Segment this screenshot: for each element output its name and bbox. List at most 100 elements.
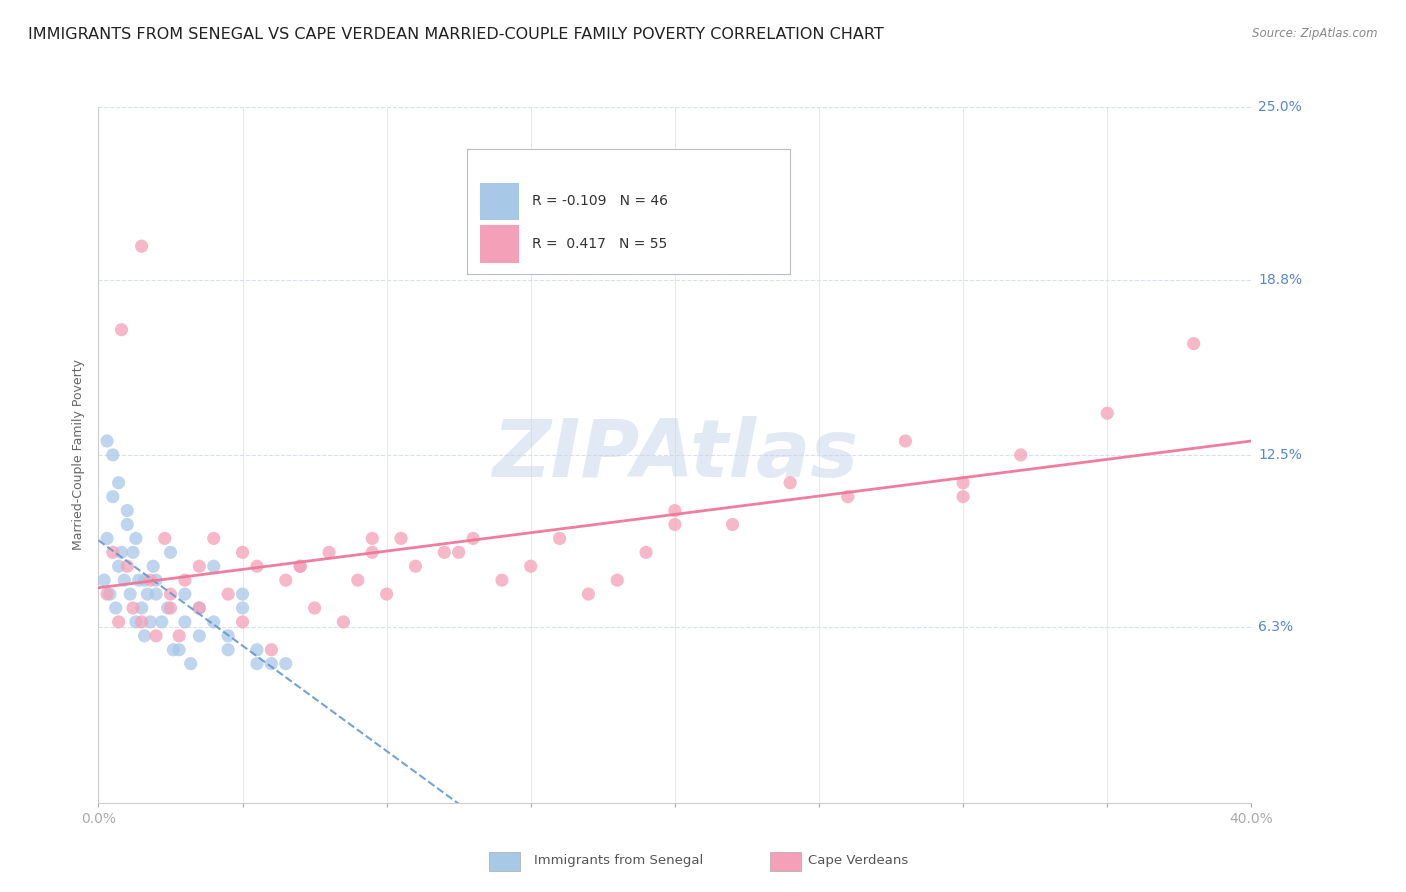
Point (131, 601, 153, 615)
Point (447, 545, 470, 559)
Point (361, 532, 384, 546)
Point (548, 532, 571, 546)
Point (159, 545, 181, 559)
Point (117, 503, 138, 517)
Text: 25.0%: 25.0% (1258, 100, 1302, 114)
Point (231, 545, 254, 559)
Point (101, 545, 124, 559)
Text: 12.5%: 12.5% (1258, 448, 1302, 462)
Point (139, 573, 162, 587)
Text: 18.8%: 18.8% (1258, 273, 1302, 286)
Point (96, 532, 118, 546)
Point (274, 657, 297, 671)
Point (318, 545, 340, 559)
Point (122, 545, 145, 559)
Point (188, 601, 211, 615)
Point (246, 559, 269, 574)
Point (433, 545, 456, 559)
Point (180, 657, 202, 671)
Point (117, 517, 138, 532)
Point (156, 601, 179, 615)
Point (636, 545, 658, 559)
Point (142, 559, 165, 574)
Point (1097, 406, 1119, 420)
Point (231, 587, 254, 601)
Point (290, 559, 312, 574)
Point (346, 573, 368, 587)
Point (107, 475, 129, 490)
Point (139, 615, 162, 629)
Point (98, 587, 121, 601)
Point (290, 559, 312, 574)
Point (202, 559, 225, 574)
Point (107, 559, 129, 574)
Point (260, 657, 283, 671)
Point (122, 601, 145, 615)
Point (110, 545, 132, 559)
Point (131, 615, 153, 629)
Point (96, 587, 118, 601)
Point (274, 573, 297, 587)
Point (837, 490, 859, 504)
Point (145, 587, 167, 601)
Point (134, 573, 156, 587)
Point (952, 490, 974, 504)
Point (153, 532, 176, 546)
Point (120, 587, 142, 601)
Point (145, 629, 167, 643)
Point (576, 587, 599, 601)
Point (260, 642, 283, 657)
Point (246, 657, 269, 671)
Point (174, 573, 197, 587)
Point (96, 434, 118, 448)
Point (217, 642, 239, 657)
Y-axis label: Married-Couple Family Poverty: Married-Couple Family Poverty (72, 359, 86, 550)
Point (125, 615, 148, 629)
Point (246, 642, 269, 657)
Point (159, 587, 181, 601)
Point (217, 587, 239, 601)
Point (231, 615, 254, 629)
Point (174, 587, 197, 601)
Point (721, 517, 744, 532)
Point (117, 559, 138, 574)
Point (606, 573, 628, 587)
Text: ZIPAtlas: ZIPAtlas (492, 416, 858, 494)
Point (101, 448, 124, 462)
Text: 6.3%: 6.3% (1258, 621, 1294, 634)
Point (664, 503, 686, 517)
Point (131, 239, 153, 253)
Point (375, 587, 398, 601)
Point (167, 629, 190, 643)
Point (134, 629, 156, 643)
Point (491, 573, 513, 587)
Text: Cape Verdeans: Cape Verdeans (808, 855, 908, 867)
Point (520, 559, 543, 574)
Point (461, 532, 484, 546)
Text: Immigrants from Senegal: Immigrants from Senegal (534, 855, 703, 867)
Point (101, 490, 124, 504)
Point (332, 615, 354, 629)
Text: IMMIGRANTS FROM SENEGAL VS CAPE VERDEAN MARRIED-COUPLE FAMILY POVERTY CORRELATIO: IMMIGRANTS FROM SENEGAL VS CAPE VERDEAN … (28, 27, 884, 42)
Point (93, 573, 115, 587)
Point (405, 559, 427, 574)
Point (304, 601, 326, 615)
Point (188, 601, 211, 615)
Point (217, 629, 239, 643)
Point (112, 573, 135, 587)
Point (202, 532, 225, 546)
Point (1182, 336, 1205, 351)
Point (110, 323, 132, 337)
Point (202, 615, 225, 629)
Point (952, 475, 974, 490)
Text: Source: ZipAtlas.com: Source: ZipAtlas.com (1253, 27, 1378, 40)
Point (1010, 448, 1032, 462)
Point (150, 615, 173, 629)
Point (188, 559, 211, 574)
Point (664, 517, 686, 532)
Point (104, 601, 127, 615)
Point (159, 601, 181, 615)
Point (361, 545, 384, 559)
Point (128, 573, 150, 587)
Point (231, 601, 254, 615)
